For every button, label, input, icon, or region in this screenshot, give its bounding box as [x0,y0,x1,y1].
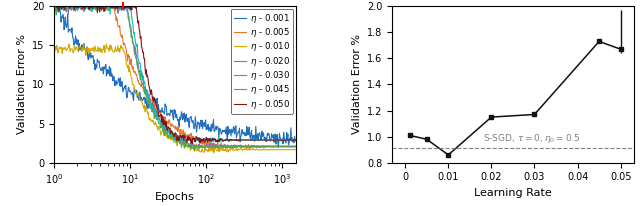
$\eta$ - 0.050 [51,5,58,7]
$\eta$ - 0.001 [203,125,211,128]
Line: $\eta$ - 0.020: $\eta$ - 0.020 [54,6,296,149]
Line: $\eta$ - 0.045: $\eta$ - 0.045 [54,6,296,144]
$\eta$ - 0.005 [129,66,137,68]
$\eta$ - 0.045 [51,6,58,9]
Legend: $\eta$ - 0.001, $\eta$ - 0.005, $\eta$ - 0.010, $\eta$ - 0.020, $\eta$ - 0.030, : $\eta$ - 0.001, $\eta$ - 0.005, $\eta$ -… [230,9,293,114]
$\eta$ - 0.010 [226,147,234,150]
$\eta$ - 0.020 [201,147,209,150]
$\eta$ - 0.030 [292,145,300,148]
$\eta$ - 0.005 [79,9,87,12]
$\eta$ - 0.020 [129,43,137,45]
$\eta$ - 0.020 [225,145,233,147]
$\eta$ - 0.020 [203,143,211,145]
$\eta$ - 0.005 [146,101,154,104]
$\eta$ - 0.030 [189,149,197,151]
$\eta$ - 0.020 [146,101,154,103]
$\eta$ - 0.050 [225,140,233,142]
$\eta$ - 0.030 [51,5,58,7]
$\eta$ - 0.045 [80,10,88,13]
$\eta$ - 0.005 [51,5,58,7]
$\eta$ - 0.010 [227,146,235,149]
$\eta$ - 0.001 [51,6,58,8]
$\eta$ - 0.050 [79,7,87,9]
$\eta$ - 0.005 [227,147,234,150]
Line: $\eta$ - 0.010: $\eta$ - 0.010 [54,44,296,153]
$\eta$ - 0.001 [275,146,282,148]
$\eta$ - 0.045 [51,5,59,7]
$\eta$ - 0.030 [146,107,154,109]
$\eta$ - 0.001 [292,138,300,140]
$\eta$ - 0.045 [130,32,138,34]
$\eta$ - 0.050 [227,139,234,141]
$\eta$ - 0.001 [130,99,138,102]
$\eta$ - 0.005 [202,145,210,147]
Y-axis label: Validation Error %: Validation Error % [351,34,362,135]
$\eta$ - 0.045 [226,139,234,142]
Y-axis label: Validation Error %: Validation Error % [17,34,27,135]
Text: S-SGD, $\tau = 0, \eta_0 = 0.5$: S-SGD, $\tau = 0, \eta_0 = 0.5$ [483,132,580,145]
$\eta$ - 0.001 [227,129,234,131]
Line: $\eta$ - 0.030: $\eta$ - 0.030 [54,6,296,150]
$\eta$ - 0.030 [203,144,211,146]
Line: $\eta$ - 0.050: $\eta$ - 0.050 [54,6,296,143]
$\eta$ - 0.005 [292,145,300,148]
$\eta$ - 0.010 [51,51,58,53]
$\eta$ - 0.001 [51,5,59,7]
$\eta$ - 0.030 [225,146,233,148]
$\eta$ - 0.005 [225,146,233,149]
$\eta$ - 0.020 [51,5,58,7]
$\eta$ - 0.045 [206,142,214,145]
$\eta$ - 0.045 [227,139,235,142]
$\eta$ - 0.045 [203,138,211,141]
$\eta$ - 0.045 [147,102,154,105]
$\eta$ - 0.030 [227,145,234,147]
$\eta$ - 0.050 [292,139,300,141]
$\eta$ - 0.050 [188,142,196,145]
$\eta$ - 0.010 [203,149,211,151]
$\eta$ - 0.010 [102,43,110,45]
$\eta$ - 0.010 [79,44,87,47]
$\eta$ - 0.010 [210,152,218,154]
$\eta$ - 0.030 [129,41,137,43]
$\eta$ - 0.020 [79,5,87,7]
X-axis label: Learning Rate: Learning Rate [474,188,552,198]
$\eta$ - 0.020 [227,146,234,148]
Line: $\eta$ - 0.001: $\eta$ - 0.001 [54,6,296,147]
$\eta$ - 0.050 [129,5,137,7]
$\eta$ - 0.050 [203,138,211,140]
$\eta$ - 0.010 [130,84,138,87]
$\eta$ - 0.001 [147,103,154,106]
$\eta$ - 0.045 [292,139,300,141]
$\eta$ - 0.010 [147,119,154,122]
$\eta$ - 0.010 [292,148,300,151]
$\eta$ - 0.001 [225,128,233,131]
$\eta$ - 0.030 [79,5,87,7]
$\eta$ - 0.001 [80,42,88,45]
Line: $\eta$ - 0.005: $\eta$ - 0.005 [54,6,296,150]
X-axis label: Epochs: Epochs [155,192,195,202]
$\eta$ - 0.050 [146,90,154,92]
$\eta$ - 0.020 [292,145,300,147]
$\eta$ - 0.005 [209,149,217,151]
